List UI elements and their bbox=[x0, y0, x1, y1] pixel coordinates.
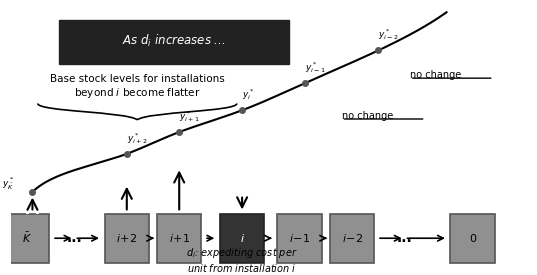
Text: Base stock levels for installations
beyond $i$ become flatter: Base stock levels for installations beyo… bbox=[50, 74, 224, 100]
Text: no change: no change bbox=[410, 70, 461, 80]
FancyBboxPatch shape bbox=[5, 214, 49, 263]
Text: $y^*_{i}$: $y^*_{i}$ bbox=[242, 87, 255, 102]
Text: $y^*_{\bar{K}}$: $y^*_{\bar{K}}$ bbox=[2, 176, 14, 192]
Text: $\bar{K}$: $\bar{K}$ bbox=[22, 231, 32, 245]
FancyBboxPatch shape bbox=[220, 214, 264, 263]
Text: $y^*_{i+2}$: $y^*_{i+2}$ bbox=[127, 131, 147, 146]
Text: $0$: $0$ bbox=[469, 232, 477, 244]
Text: $i\!+\!2$: $i\!+\!2$ bbox=[116, 232, 137, 244]
FancyBboxPatch shape bbox=[157, 214, 201, 263]
Text: $i\!-\!2$: $i\!-\!2$ bbox=[342, 232, 362, 244]
FancyBboxPatch shape bbox=[278, 214, 322, 263]
Text: $i$: $i$ bbox=[240, 232, 245, 244]
Text: ...: ... bbox=[67, 231, 82, 245]
Text: $y^*_{i-2}$: $y^*_{i-2}$ bbox=[379, 27, 399, 42]
Text: $i\!+\!1$: $i\!+\!1$ bbox=[169, 232, 190, 244]
FancyBboxPatch shape bbox=[330, 214, 374, 263]
FancyBboxPatch shape bbox=[59, 20, 289, 64]
Text: As $d_i$ increases ...: As $d_i$ increases ... bbox=[122, 33, 226, 49]
FancyBboxPatch shape bbox=[451, 214, 495, 263]
FancyBboxPatch shape bbox=[105, 214, 149, 263]
Text: ...: ... bbox=[397, 231, 412, 245]
Text: no change: no change bbox=[342, 111, 393, 121]
Text: $i\!-\!1$: $i\!-\!1$ bbox=[289, 232, 310, 244]
Text: $d_i$: expediting cost per
unit from installation $i$: $d_i$: expediting cost per unit from ins… bbox=[186, 246, 298, 274]
Text: $y^*_{i+1}$: $y^*_{i+1}$ bbox=[179, 109, 200, 124]
Text: $y^*_{i-1}$: $y^*_{i-1}$ bbox=[305, 60, 325, 75]
